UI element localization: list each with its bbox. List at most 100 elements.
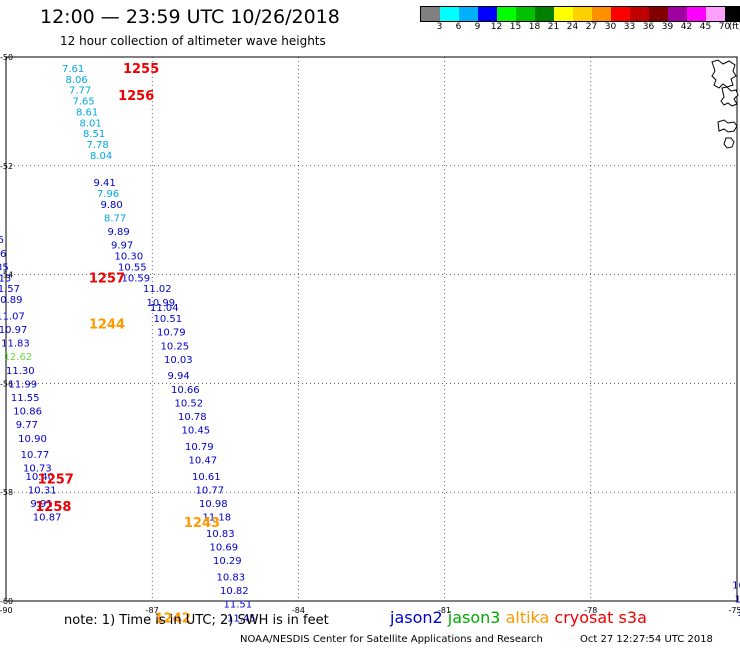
wave-height-reading: 11.04 <box>150 303 179 314</box>
wave-height-reading: 11.45 <box>227 613 256 624</box>
legend-label: 6 <box>455 22 462 32</box>
wave-height-reading: 8.06 <box>66 75 88 86</box>
wave-height-reading: 7.96 <box>97 189 119 200</box>
pass-time-label: 1242 <box>155 611 191 626</box>
pass-time-label: 1257 <box>89 271 125 286</box>
map-title: 12:00 — 23:59 UTC 10/26/2018 <box>40 6 340 28</box>
legend-label: 33 <box>623 22 636 32</box>
wave-height-reading: 11.83 <box>1 339 30 350</box>
wave-height-reading: 9.91 <box>30 499 52 510</box>
legend-swatch <box>478 7 497 21</box>
legend-swatch <box>649 7 668 21</box>
wave-height-reading: 10.47 <box>189 456 218 467</box>
wave-height-reading: 8.01 <box>80 118 102 129</box>
satellite-name: s3a <box>618 608 652 627</box>
legend-swatch <box>706 7 725 21</box>
wave-height-reading: 9.06 <box>0 235 4 246</box>
legend-swatch <box>535 7 554 21</box>
latitude-tick-label: -56 <box>0 379 13 388</box>
legend-label: 18 <box>528 22 541 32</box>
legend-swatch <box>459 7 478 21</box>
wave-height-reading: 10.82 <box>220 586 249 597</box>
map-frame <box>5 56 738 602</box>
legend-swatch <box>421 7 440 21</box>
satellite-legend: jason2 jason3 altika cryosat s3a <box>390 608 652 627</box>
wave-height-reading: 7.61 <box>62 64 84 75</box>
wave-height-reading: 10.55 <box>118 262 147 273</box>
wave-height-reading: 10.79 <box>185 442 214 453</box>
wave-height-reading: 7.77 <box>69 86 91 97</box>
legend-swatch <box>611 7 630 21</box>
wave-height-reading: 11.18 <box>203 513 232 524</box>
wave-height-reading: 11.55 <box>11 393 40 404</box>
wave-height-reading: 10.79 <box>157 328 186 339</box>
latitude-tick-label: -54 <box>0 271 13 280</box>
wave-height-reading: 10.69 <box>210 543 239 554</box>
latitude-tick-label: -52 <box>0 162 13 171</box>
longitude-tick-label: -90 <box>0 606 13 615</box>
wave-height-reading: 11.29 <box>737 608 740 619</box>
legend-label: 9 <box>474 22 481 32</box>
latitude-tick-label: -58 <box>0 488 13 497</box>
wave-height-reading: 10.77 <box>21 450 50 461</box>
wave-height-reading: 10.74 <box>732 581 740 592</box>
legend-label: 36 <box>642 22 655 32</box>
legend-label: 30 <box>604 22 617 32</box>
wave-height-reading: 10.45 <box>182 426 211 437</box>
latitude-tick-label: -50 <box>0 53 13 62</box>
wave-height-reading: 10.97 <box>0 325 27 336</box>
wave-height-reading: 10.31 <box>28 485 57 496</box>
wave-height-reading: 10.61 <box>192 472 221 483</box>
wave-height-reading: 9.80 <box>101 200 123 211</box>
legend-label: 27 <box>585 22 598 32</box>
wave-height-reading: 12.62 <box>4 352 33 363</box>
longitude-tick-label: -78 <box>584 606 597 615</box>
legend-swatch <box>725 7 740 21</box>
pass-time-label: 1255 <box>123 62 159 77</box>
longitude-tick-label: -87 <box>146 606 159 615</box>
legend-swatch <box>630 7 649 21</box>
wave-height-reading: 11.30 <box>6 366 35 377</box>
legend-swatch <box>592 7 611 21</box>
map-subtitle: 12 hour collection of altimeter wave hei… <box>60 34 326 48</box>
wave-height-reading: 7.78 <box>87 140 109 151</box>
wave-height-reading: 9.97 <box>111 241 133 252</box>
wave-height-reading: 8.61 <box>76 107 98 118</box>
legend-label: 70 <box>718 22 731 32</box>
wave-height-reading: 10.86 <box>13 407 42 418</box>
legend-swatch <box>687 7 706 21</box>
footnote: note: 1) Time is in UTC; 2) SWH is in fe… <box>64 613 329 628</box>
wave-height-reading: 10.40 <box>25 472 54 483</box>
longitude-tick-label: -81 <box>438 606 451 615</box>
credit-line: NOAA/NESDIS Center for Satellite Applica… <box>240 634 543 645</box>
wave-height-reading: 10.51 <box>154 314 183 325</box>
wave-height-reading: 8.77 <box>104 213 126 224</box>
legend-swatch <box>554 7 573 21</box>
wave-height-reading: 10.77 <box>196 485 225 496</box>
wave-height-reading: 10.89 <box>0 295 22 306</box>
wave-height-reading: 10.66 <box>171 385 200 396</box>
wave-height-reading: 10.98 <box>199 499 228 510</box>
legend-unit: (ft) <box>728 22 740 32</box>
wave-height-reading: 8.51 <box>83 129 105 140</box>
legend-swatch <box>516 7 535 21</box>
legend-swatch <box>573 7 592 21</box>
wave-height-reading: 10.52 <box>175 398 204 409</box>
legend-label: 12 <box>490 22 503 32</box>
legend-swatch <box>440 7 459 21</box>
legend-label: 3 <box>436 22 443 32</box>
satellite-name: jason2 <box>390 608 448 627</box>
wave-height-reading: 10.29 <box>213 556 242 567</box>
wave-height-reading: 10.78 <box>178 412 207 423</box>
pass-time-label: 1243 <box>184 516 220 531</box>
wave-height-reading: 10.90 <box>18 434 47 445</box>
wave-height-reading: 11.02 <box>143 284 172 295</box>
latitude-tick-label: -60 <box>0 597 13 606</box>
wave-height-reading: 9.41 <box>94 178 116 189</box>
wave-height-reading: 9.89 <box>108 227 130 238</box>
wave-height-reading: 11.99 <box>8 379 37 390</box>
wave-height-reading: 10.83 <box>206 529 235 540</box>
wave-height-reading: 10.03 <box>164 355 193 366</box>
